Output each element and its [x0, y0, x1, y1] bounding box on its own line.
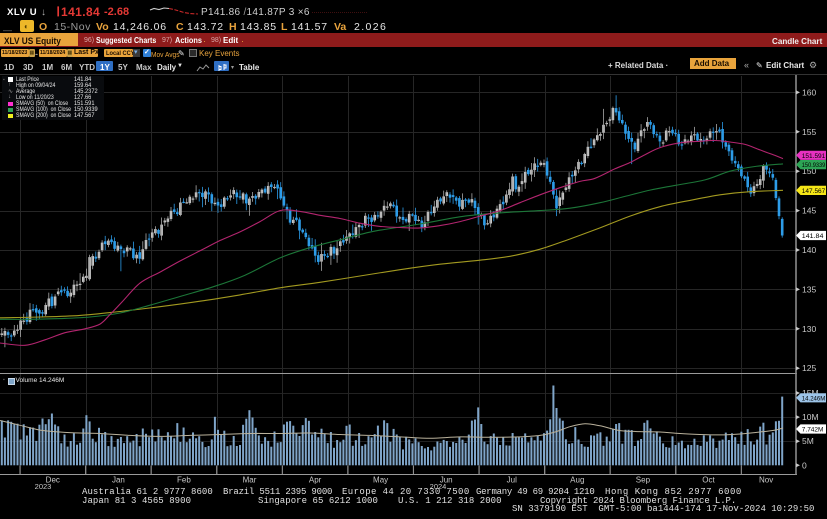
svg-text:Dec: Dec [46, 475, 60, 484]
svg-text:Sep: Sep [636, 475, 651, 484]
svg-text:May: May [373, 475, 388, 484]
svg-text:125: 125 [802, 363, 816, 373]
svg-text:Apr: Apr [309, 475, 322, 484]
svg-text:5M: 5M [802, 436, 814, 446]
svg-text:15M: 15M [802, 388, 819, 398]
svg-text:140: 140 [802, 245, 816, 255]
svg-text:Jun: Jun [440, 475, 453, 484]
svg-text:147.567: 147.567 [802, 188, 826, 195]
svg-text:160: 160 [802, 87, 816, 97]
svg-text:Feb: Feb [177, 475, 191, 484]
svg-text:151.591: 151.591 [802, 153, 826, 160]
svg-text:150.9339: 150.9339 [802, 162, 826, 169]
svg-text:Mar: Mar [243, 475, 257, 484]
svg-text:130: 130 [802, 324, 816, 334]
svg-text:150: 150 [802, 166, 816, 176]
svg-text:2024: 2024 [430, 482, 447, 491]
svg-text:141.84: 141.84 [802, 233, 824, 240]
svg-text:Nov: Nov [759, 475, 773, 484]
svg-text:Jul: Jul [507, 475, 517, 484]
svg-text:10M: 10M [802, 412, 819, 422]
svg-text:14.246M: 14.246M [802, 395, 826, 402]
svg-text:155: 155 [802, 127, 816, 137]
svg-text:Jan: Jan [112, 475, 125, 484]
svg-text:135: 135 [802, 284, 816, 294]
svg-text:Aug: Aug [570, 475, 584, 484]
svg-text:2023: 2023 [35, 482, 52, 491]
svg-text:145: 145 [802, 206, 816, 216]
svg-text:Oct: Oct [702, 475, 715, 484]
svg-text:0: 0 [802, 460, 807, 470]
svg-text:7.742M: 7.742M [802, 427, 824, 434]
